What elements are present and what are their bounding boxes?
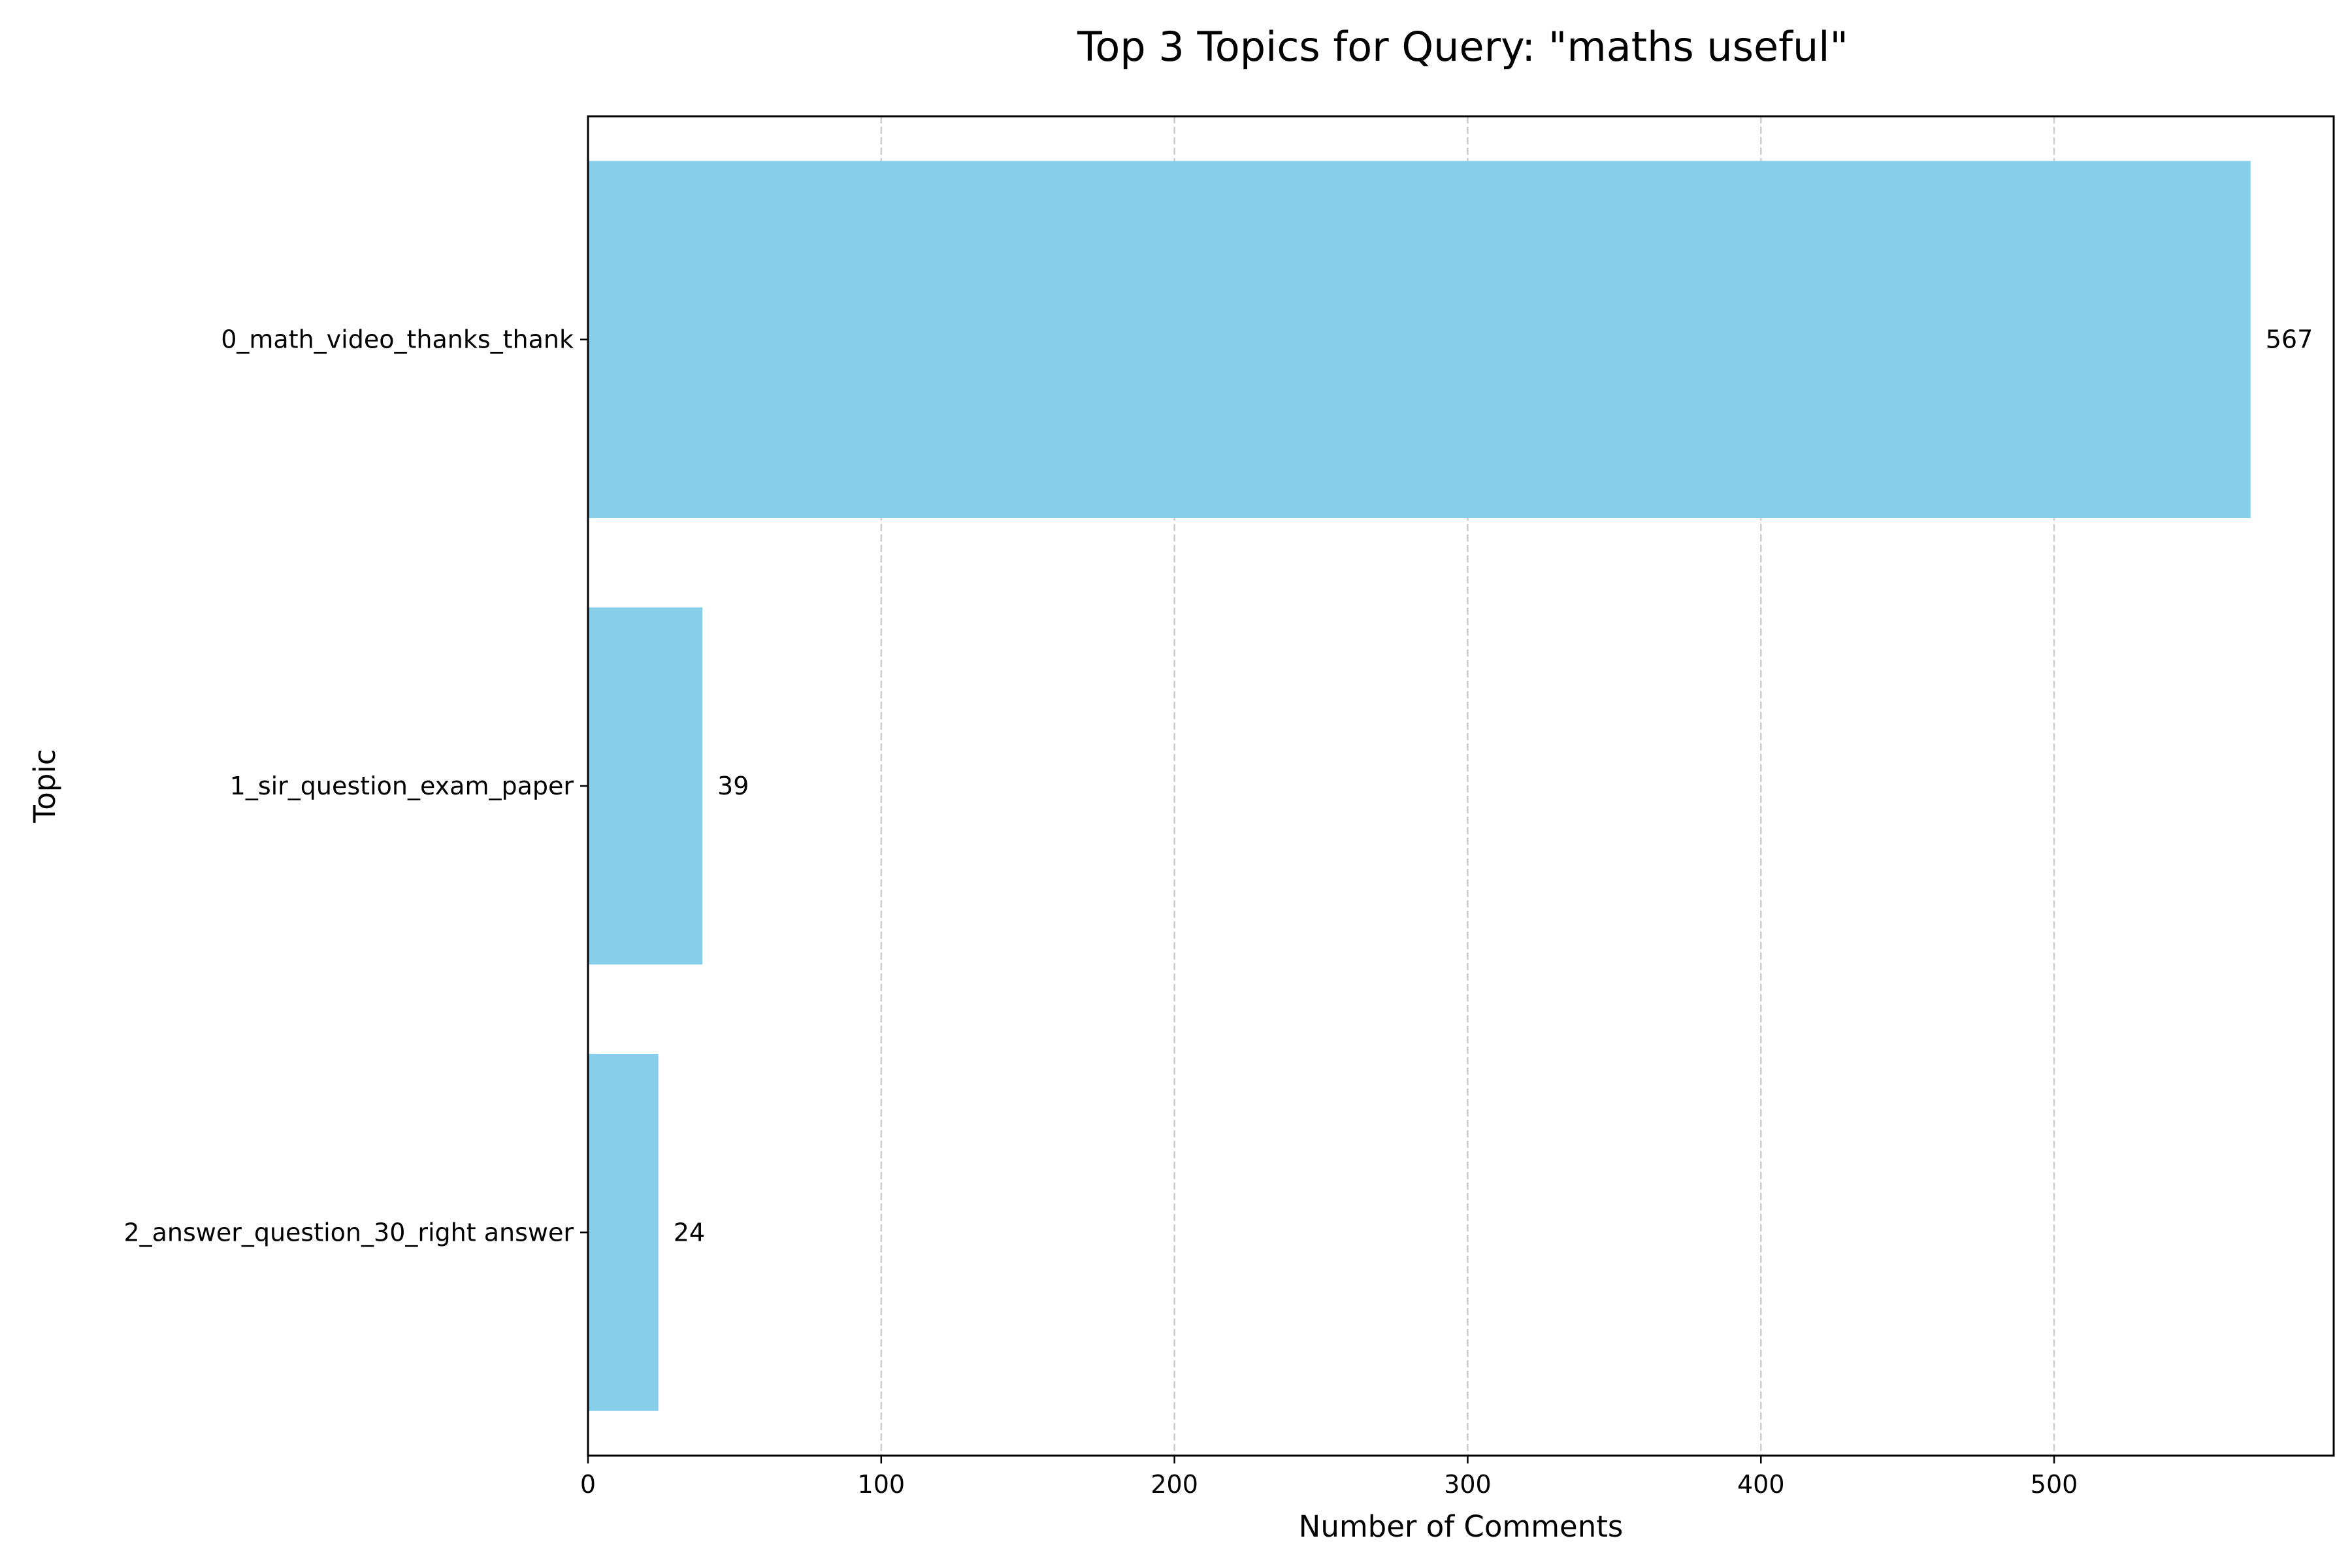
x-tick-label: 0 (580, 1470, 596, 1499)
bar-value-label: 567 (2266, 325, 2313, 354)
x-axis-ticks: 0 100 200 300 400 500 (580, 1456, 2078, 1499)
y-tick-label: 1_sir_question_exam_paper (230, 772, 574, 800)
x-tick-label: 300 (1444, 1470, 1492, 1499)
bar-value-label: 24 (674, 1218, 705, 1247)
data-labels: 567 39 24 (674, 325, 2313, 1247)
y-axis-ticks: 0_math_video_thanks_thank 1_sir_question_… (123, 325, 588, 1247)
x-tick-label: 200 (1151, 1470, 1198, 1499)
x-tick-label: 100 (858, 1470, 906, 1499)
bars (588, 161, 2251, 1411)
chart-title: Top 3 Topics for Query: "maths useful" (1077, 23, 1848, 71)
bar (588, 161, 2251, 519)
bar (588, 1054, 659, 1411)
y-tick-label: 0_math_video_thanks_thank (221, 325, 574, 354)
x-axis-label: Number of Comments (1299, 1509, 1624, 1544)
y-axis-label: Topic (27, 749, 62, 823)
x-tick-label: 500 (2031, 1470, 2078, 1499)
y-tick-label: 2_answer_question_30_right answer (123, 1218, 574, 1247)
bar (588, 607, 703, 965)
x-tick-label: 400 (1737, 1470, 1785, 1499)
bar-value-label: 39 (717, 772, 749, 800)
